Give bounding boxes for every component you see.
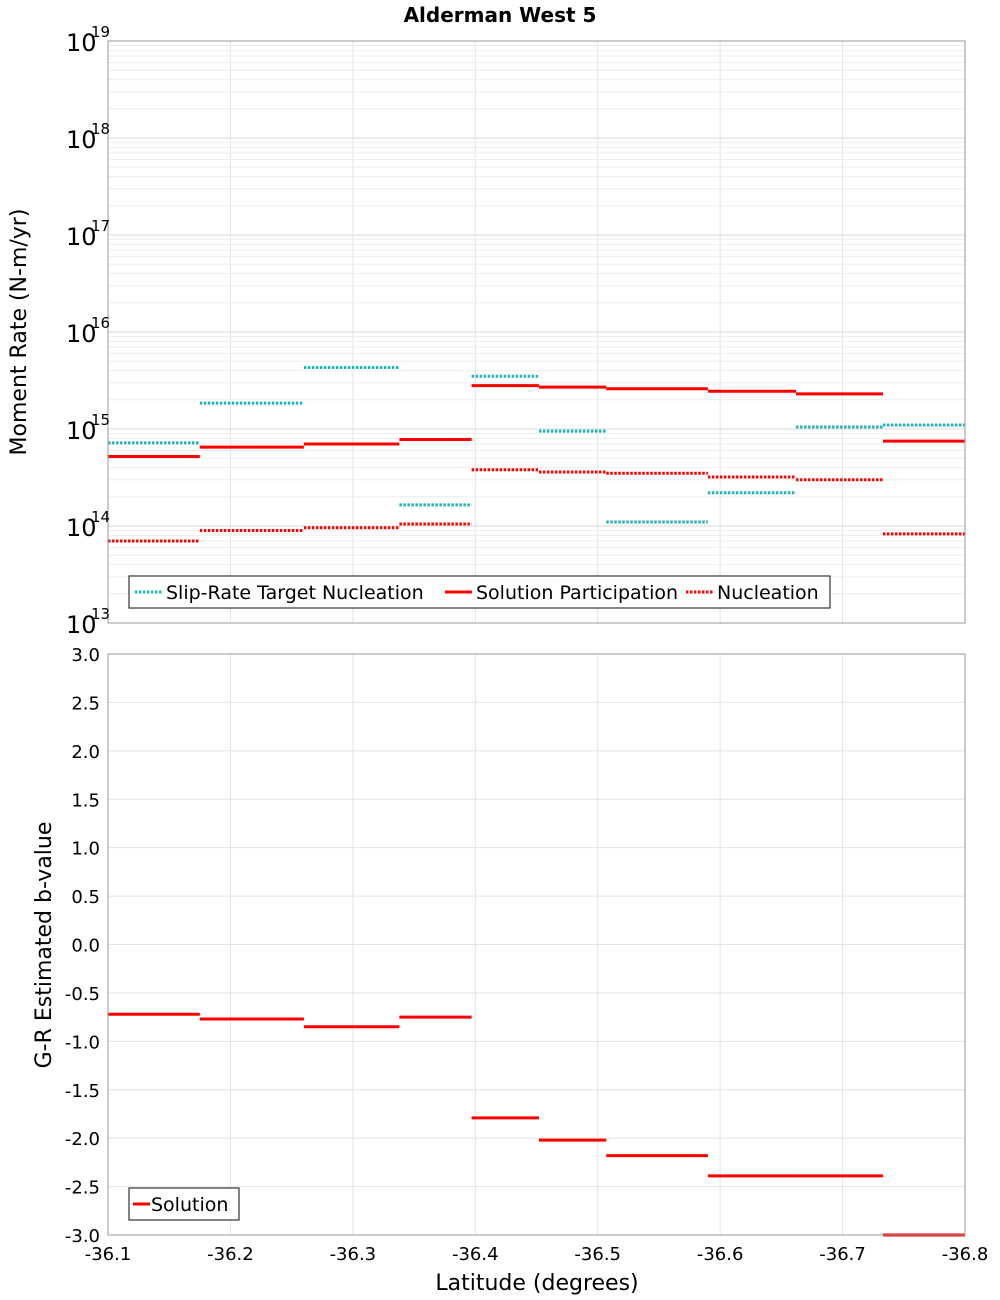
b-value-plot-frame	[107, 653, 966, 1236]
x-tick-label: -36.8	[942, 1244, 989, 1265]
legend-label: Solution Participation	[476, 582, 678, 604]
legend-item-solution-participation: Solution Participation	[445, 582, 678, 604]
x-tick-label: -36.1	[85, 1244, 132, 1265]
y-tick-label: 0.5	[71, 887, 100, 908]
legend-box	[128, 1187, 240, 1221]
x-tick-label: -36.7	[819, 1244, 866, 1265]
y-tick-base: 10	[66, 514, 97, 542]
y-tick-label: -1.0	[65, 1032, 100, 1053]
y-tick-exponent: 18	[91, 120, 110, 138]
y-tick-label: 2.5	[71, 693, 100, 714]
b-value-panel: 3.0 2.5 2.0 1.5 1.0 0.5 0.0 -0.5 -1.0 -1.5 -2.0 -2.…	[32, 645, 988, 1296]
y-tick-base: 10	[66, 320, 97, 348]
moment-rate-plot-frame	[107, 40, 966, 624]
y-tick-exponent: 14	[91, 508, 110, 526]
y-tick-label: -1.5	[65, 1081, 100, 1102]
moment-rate-legend: Slip-Rate Target Nucleation Solution Part…	[128, 575, 831, 609]
legend-box	[128, 575, 831, 609]
y-tick-exponent: 16	[91, 314, 110, 332]
b-value-y-ticks: 3.0 2.5 2.0 1.5 1.0 0.5 0.0 -0.5 -1.0 -1.5 -2.0 -2.…	[65, 645, 100, 1247]
x-tick-label: -36.3	[330, 1244, 377, 1265]
y-tick-label: 0.0	[71, 936, 100, 957]
x-tick-label: -36.5	[574, 1244, 621, 1265]
y-tick-base: 10	[66, 611, 97, 639]
moment-rate-y-axis-label: Moment Rate (N-m/yr)	[7, 209, 32, 456]
y-tick-label: 1.5	[71, 790, 100, 811]
y-tick-label: -2.5	[65, 1178, 100, 1199]
legend-item-nucleation: Nucleation	[686, 582, 819, 604]
y-tick-label: -0.5	[65, 984, 100, 1005]
y-tick-base: 10	[66, 29, 97, 57]
y-tick-label: 2.0	[71, 742, 100, 763]
y-tick-exponent: 15	[91, 411, 110, 429]
chart-title: Alderman West 5	[404, 3, 597, 27]
y-tick-label: -3.0	[65, 1226, 100, 1247]
x-tick-label: -36.4	[452, 1244, 499, 1265]
y-tick-exponent: 17	[91, 217, 110, 235]
x-axis-label: Latitude (degrees)	[435, 1271, 638, 1296]
y-tick-exponent: 19	[91, 23, 110, 41]
legend-item-slip-rate-target-nucleation: Slip-Rate Target Nucleation	[135, 582, 424, 604]
moment-rate-series	[108, 366, 965, 543]
legend-label: Solution	[151, 1194, 228, 1216]
legend-item-solution: Solution	[133, 1194, 228, 1216]
y-tick-base: 10	[66, 126, 97, 154]
y-tick-label: -2.0	[65, 1129, 100, 1150]
legend-label: Nucleation	[717, 582, 819, 604]
legend-label: Slip-Rate Target Nucleation	[166, 582, 424, 604]
y-tick-exponent: 13	[91, 605, 110, 623]
x-tick-label: -36.6	[697, 1244, 744, 1265]
y-tick-label: 3.0	[71, 645, 100, 666]
latitude-x-ticks: -36.1 -36.2 -36.3 -36.4 -36.5 -36.6 -36.7 -36.8	[85, 1244, 989, 1265]
b-value-y-axis-label: G-R Estimated b-value	[32, 822, 57, 1069]
b-value-legend: Solution	[128, 1187, 240, 1221]
y-tick-label: 1.0	[71, 839, 100, 860]
y-tick-base: 10	[66, 223, 97, 251]
y-tick-base: 10	[66, 417, 97, 445]
x-tick-label: -36.2	[207, 1244, 254, 1265]
